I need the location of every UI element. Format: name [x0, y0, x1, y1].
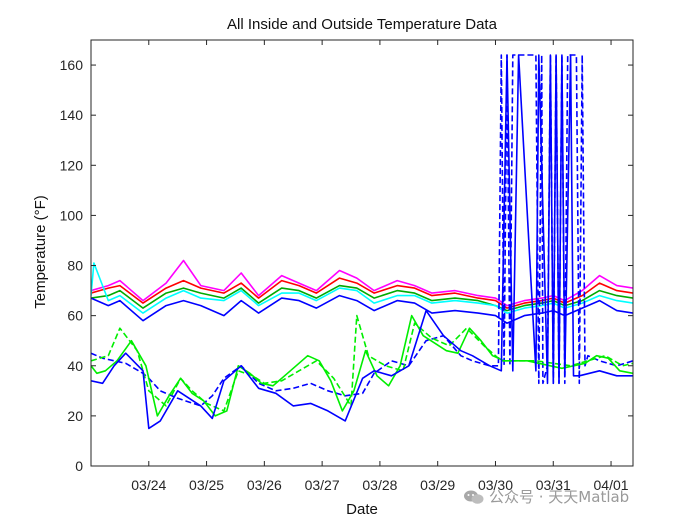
x-tick-label: 03/26: [247, 477, 282, 493]
x-tick-label: 03/24: [131, 477, 166, 493]
x-tick-label: 03/27: [305, 477, 340, 493]
x-tick-label: 03/25: [189, 477, 224, 493]
x-tick-label: 03/31: [536, 477, 571, 493]
x-tick-label: 03/30: [478, 477, 513, 493]
plot-area: 0 20 40 60 80 100 120 140 160 03/24 03/25 03/26 03/2…: [60, 39, 634, 493]
y-tick-label: 60: [67, 308, 83, 324]
y-tick-label: 120: [60, 157, 84, 173]
y-tick-label: 160: [60, 57, 84, 73]
x-tick-label: 04/01: [594, 477, 629, 493]
series-line-4: [91, 262, 633, 314]
y-tick-label: 100: [60, 207, 84, 223]
series-line-9: [91, 54, 633, 430]
y-tick-label: 40: [67, 358, 83, 374]
x-axis-label: Date: [346, 501, 378, 518]
y-tick-label: 80: [67, 258, 83, 274]
series-line-5: [91, 294, 633, 325]
chart-title: All Inside and Outside Temperature Data: [227, 16, 498, 33]
y-tick-label: 140: [60, 107, 84, 123]
axes-box: [90, 39, 634, 467]
wechat-bubble-icon: [464, 490, 484, 504]
x-tick-label: 03/29: [420, 477, 455, 493]
series-line-8: [91, 314, 633, 412]
y-tick-label: 0: [75, 458, 83, 474]
x-tick-label: 03/28: [362, 477, 397, 493]
series-line-7: [91, 314, 633, 417]
watermark: 公众号 · 天天Matlab: [463, 486, 629, 507]
y-tick-label: 20: [67, 408, 83, 424]
y-axis-label: Temperature (°F): [32, 195, 49, 309]
series-line-6: [91, 54, 633, 407]
watermark-text: 公众号 · 天天Matlab: [489, 488, 630, 506]
